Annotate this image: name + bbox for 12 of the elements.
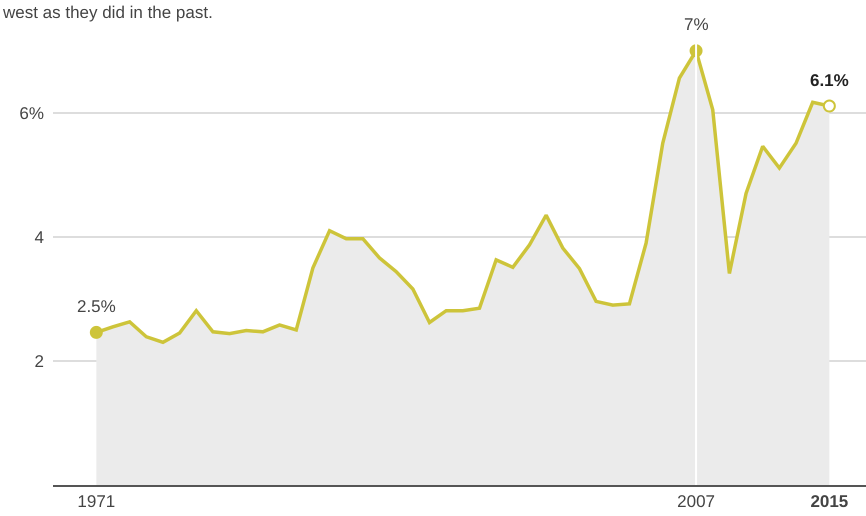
x-tick-label: 2015 xyxy=(810,492,848,512)
annotation: 6.1% xyxy=(810,71,849,90)
point xyxy=(822,100,836,113)
y-tick-label: 4 xyxy=(34,228,44,247)
annotation: 2.5% xyxy=(77,297,116,316)
chart-subtitle: west as they did in the past. xyxy=(2,3,213,22)
x-tick-label: 2007 xyxy=(677,492,715,512)
y-tick-label: 2 xyxy=(34,352,44,371)
annotation: 7% xyxy=(684,15,709,34)
y-tick-label: 6% xyxy=(19,104,44,123)
point xyxy=(90,326,103,339)
x-tick-label: 1971 xyxy=(77,492,116,512)
